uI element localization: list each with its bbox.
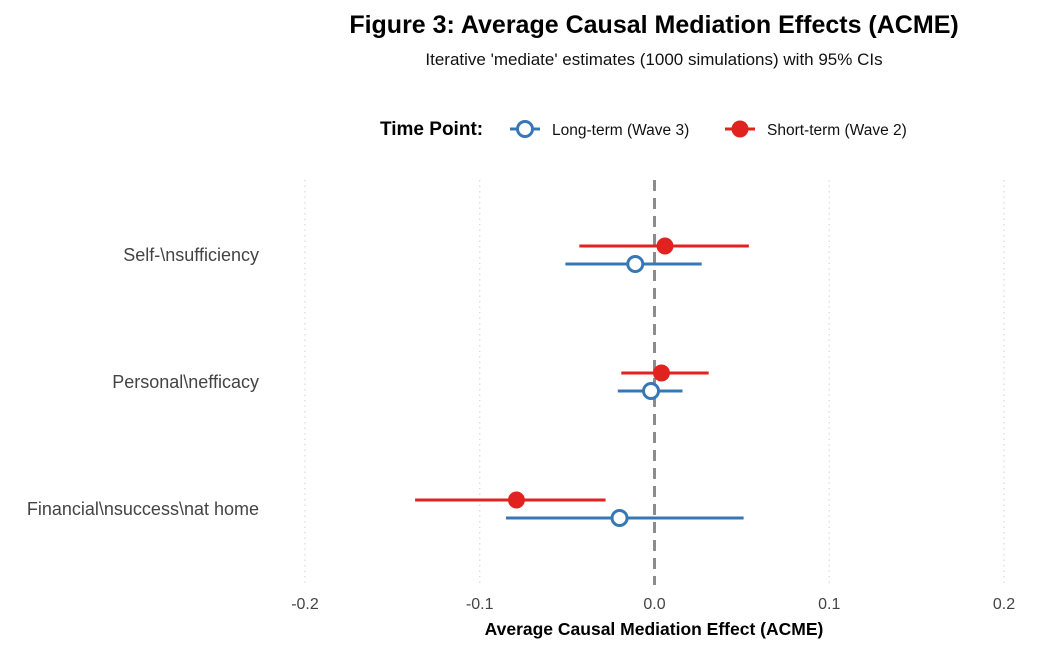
point-estimate	[626, 255, 645, 273]
x-axis-title: Average Causal Mediation Effect (ACME)	[485, 619, 824, 639]
legend-label: Short-term (Wave 2)	[767, 122, 907, 139]
x-tick-label: 0.1	[818, 596, 840, 613]
point-estimate	[656, 237, 674, 255]
chart-subtitle: Iterative 'mediate' estimates (1000 simu…	[425, 50, 882, 69]
legend-item: Long-term (Wave 3)	[510, 120, 689, 139]
legend-label: Long-term (Wave 3)	[552, 122, 689, 139]
legend-item: Short-term (Wave 2)	[725, 120, 907, 139]
x-tick-label: 0.2	[993, 596, 1015, 613]
point-estimate	[507, 491, 525, 509]
plot-marks	[415, 237, 749, 527]
series-short-term	[415, 237, 749, 509]
series-long-term	[505, 255, 744, 527]
chart-title: Figure 3: Average Causal Mediation Effec…	[349, 11, 958, 39]
point-estimate	[610, 509, 629, 527]
category-label: Self-\nsufficiency	[123, 245, 259, 265]
x-tick-label: -0.2	[291, 596, 319, 613]
category-labels: Self-\nsufficiency Personal\nefficacy Fina…	[27, 245, 259, 519]
legend-title: Time Point:	[380, 119, 483, 140]
x-tick-label: -0.1	[466, 596, 494, 613]
legend-filled-circle-icon	[731, 120, 749, 138]
legend-open-circle-icon	[516, 120, 534, 138]
gridlines	[304, 180, 1005, 585]
x-tick-labels: -0.2 -0.1 0.0 0.1 0.2	[291, 596, 1015, 613]
legend: Time Point: Long-term (Wave 3) Short-term…	[380, 119, 907, 140]
point-estimate	[652, 364, 670, 382]
point-estimate	[642, 382, 661, 400]
x-tick-label: 0.0	[643, 596, 665, 613]
category-label: Financial\nsuccess\nat home	[27, 499, 259, 519]
category-label: Personal\nefficacy	[112, 372, 259, 392]
